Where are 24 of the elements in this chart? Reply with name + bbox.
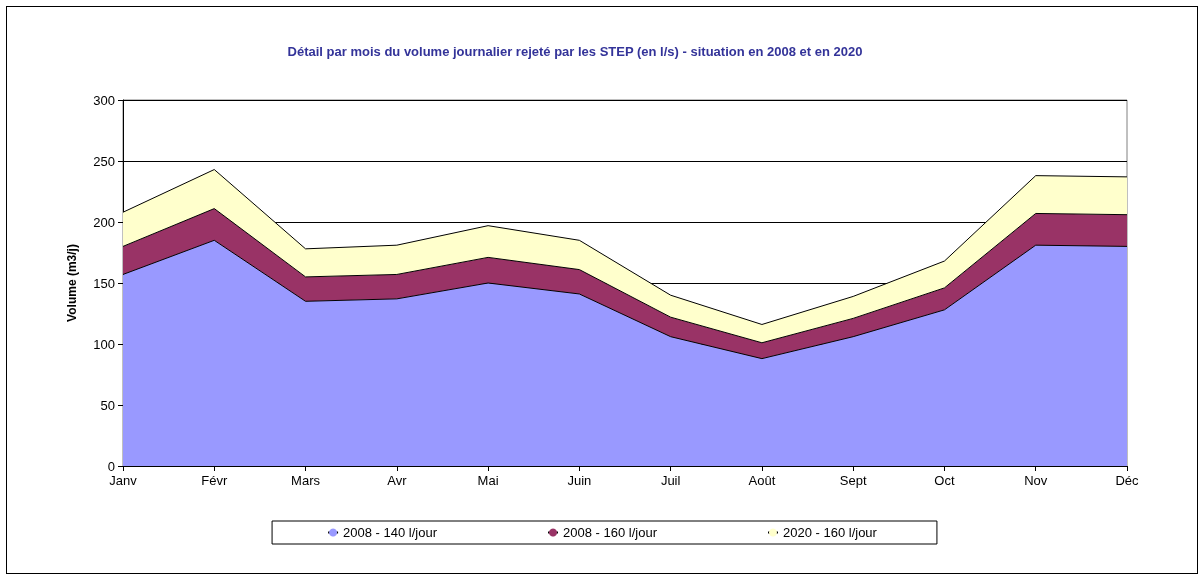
y-tick-label: 200 — [93, 214, 115, 230]
y-axis-title: Volume (m3/j) — [65, 244, 79, 322]
y-tick-label: 300 — [93, 92, 115, 108]
x-tick-label: Mars — [291, 473, 321, 488]
x-tick-label: Sept — [839, 473, 867, 488]
chart-title: Détail par mois du volume journalier rejeté par les STEP (en l/s) - situation en 2008 et en 2020 — [287, 44, 863, 59]
legend-label: 2020 - 160 l/jour — [782, 525, 878, 540]
x-tick-label: Juin — [567, 473, 592, 488]
x-tick-label: Janv — [109, 473, 138, 488]
y-tick-label: 150 — [93, 275, 115, 291]
x-tick-label: Déc — [1115, 473, 1140, 488]
x-tick-label: Févr — [201, 473, 228, 488]
y-tick-label: 50 — [100, 397, 115, 413]
y-tick-label: 100 — [93, 336, 115, 352]
y-tick-label: 0 — [107, 458, 115, 474]
x-tick-label: Août — [748, 473, 776, 488]
legend-label: 2008 - 160 l/jour — [563, 525, 658, 540]
y-tick-label: 250 — [93, 153, 115, 169]
x-tick-label: Oct — [934, 473, 955, 488]
legend-label: 2008 - 140 l/jour — [343, 525, 438, 540]
x-tick-label: Avr — [387, 473, 408, 488]
x-tick-label: Mai — [477, 473, 499, 488]
x-tick-label: Nov — [1024, 473, 1048, 488]
x-tick-label: Juil — [660, 473, 681, 488]
